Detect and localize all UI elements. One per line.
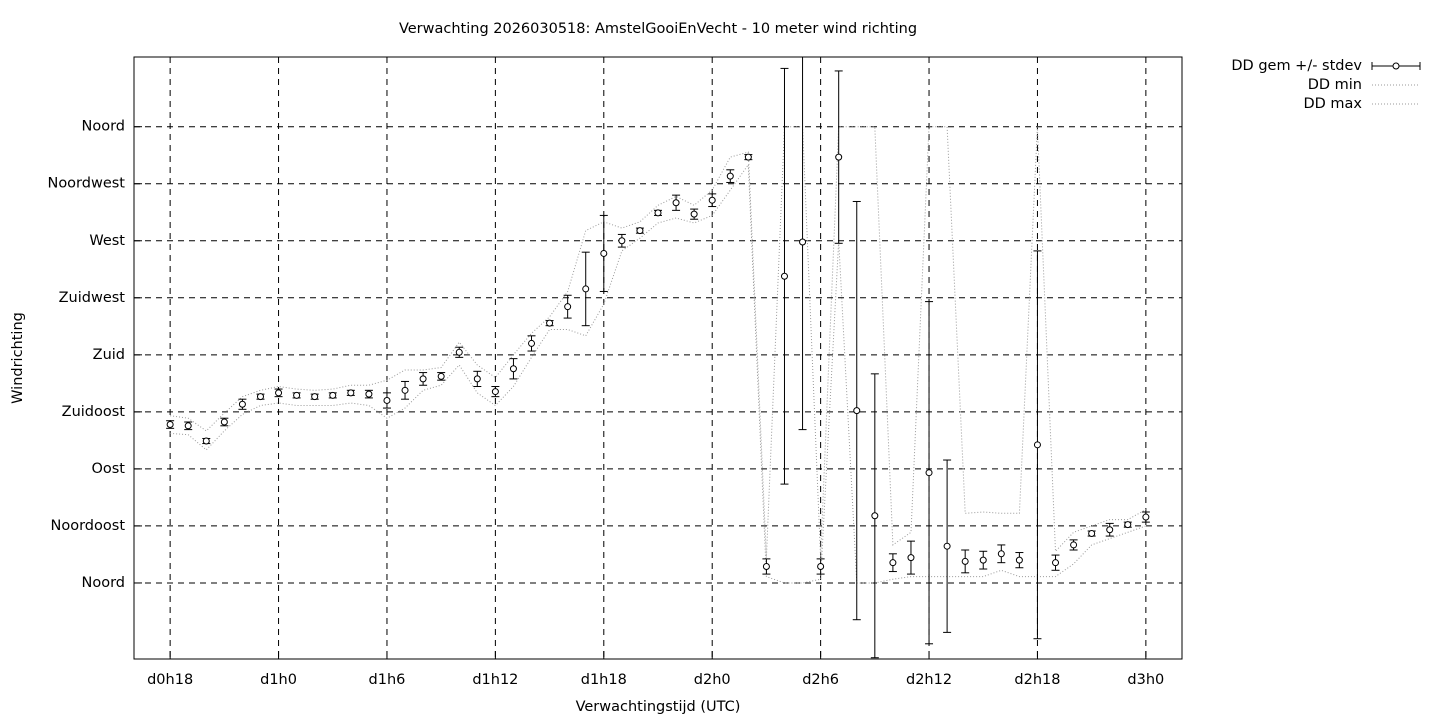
data-point (1142, 513, 1150, 521)
legend-label: DD min (1308, 77, 1362, 93)
x-tick-label: d2h6 (802, 672, 839, 688)
data-point (419, 375, 427, 383)
data-point (564, 303, 572, 311)
y-tick-label: Noordwest (47, 176, 125, 192)
legend-swatch (1392, 62, 1400, 70)
data-point (817, 562, 825, 570)
data-point (1070, 541, 1078, 549)
data-point (238, 400, 246, 408)
data-point (256, 393, 264, 401)
y-tick-label: Noord (82, 119, 126, 135)
chart-title: Verwachting 2026030518: AmstelGooiEnVech… (399, 21, 917, 37)
data-point (437, 372, 445, 380)
x-tick-label: d1h12 (472, 672, 518, 688)
plot-frame (133, 56, 1183, 660)
x-tick-label: d1h18 (581, 672, 627, 688)
grid: Noord Noordoost Oost Zuidoost Zuid Zuidwest We… (47, 57, 1182, 688)
data-point (1088, 530, 1096, 538)
data-point (1106, 526, 1114, 534)
data-point (997, 550, 1005, 558)
legend-label: DD gem +/- stdev (1231, 58, 1362, 74)
x-tick-label: d3h0 (1127, 672, 1164, 688)
y-tick-label: Zuid (93, 347, 125, 363)
data-point (871, 512, 879, 520)
data-point (582, 285, 590, 293)
data-point (1052, 559, 1060, 567)
data-point (943, 542, 951, 550)
data-point (473, 375, 481, 383)
data-point (600, 249, 608, 257)
data-point (383, 396, 391, 404)
data-point (401, 386, 409, 394)
data-point (509, 365, 517, 373)
data-point (365, 390, 373, 398)
x-tick-label: d2h12 (906, 672, 952, 688)
data-point (347, 389, 355, 397)
data-point (925, 469, 933, 477)
data-point (979, 556, 987, 564)
data-point (762, 562, 770, 570)
y-tick-label: Noordoost (51, 518, 126, 534)
data-point (708, 196, 716, 204)
data-point (672, 199, 680, 207)
data-point (329, 391, 337, 399)
y-tick-label: Oost (91, 461, 125, 477)
data-point (184, 422, 192, 430)
data-point (293, 391, 301, 399)
data-point (275, 389, 283, 397)
data-point (202, 437, 210, 445)
x-tick-label: d2h0 (694, 672, 731, 688)
plot-area (166, 57, 1150, 659)
data-point (835, 153, 843, 161)
x-tick-label: d0h18 (147, 672, 193, 688)
y-axis-label: Windrichting (10, 312, 26, 404)
y-tick-label: West (89, 233, 125, 249)
data-point (546, 319, 554, 327)
data-point (744, 153, 752, 161)
data-point (961, 557, 969, 565)
data-point (166, 421, 174, 429)
data-point (690, 210, 698, 218)
data-point (636, 227, 644, 235)
range-line (170, 163, 1147, 584)
data-point (799, 238, 807, 246)
x-tick-label: d2h18 (1014, 672, 1060, 688)
x-tick-label: d1h0 (260, 672, 297, 688)
data-point (1033, 441, 1041, 449)
data-point (1015, 556, 1023, 564)
y-tick-label: Zuidoost (62, 404, 126, 420)
data-point (853, 407, 861, 415)
data-point (889, 559, 897, 567)
data-point (455, 348, 463, 356)
x-axis-label: Verwachtingstijd (UTC) (576, 699, 741, 715)
data-point (654, 209, 662, 217)
data-point (220, 418, 228, 426)
data-point (491, 388, 499, 396)
y-tick-label: Zuidwest (59, 290, 126, 306)
data-point (907, 554, 915, 562)
data-point (528, 339, 536, 347)
data-point (780, 272, 788, 280)
data-point (311, 393, 319, 401)
data-point (1124, 521, 1132, 529)
data-point (726, 172, 734, 180)
legend-label: DD max (1303, 96, 1362, 112)
legend: DD gem +/- stdev DD min DD max (1231, 58, 1421, 112)
y-tick-label: Noord (82, 575, 126, 591)
data-point (618, 237, 626, 245)
x-tick-label: d1h6 (369, 672, 406, 688)
